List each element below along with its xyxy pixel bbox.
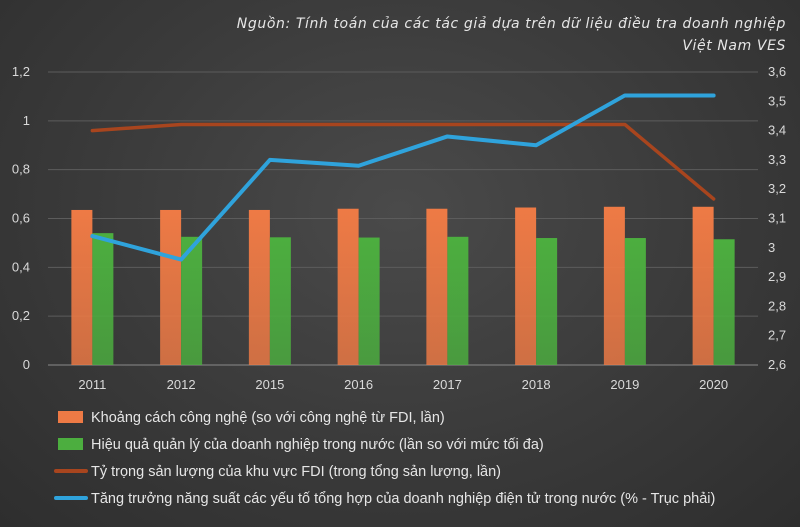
legend-swatch (58, 438, 83, 450)
bar-tech-gap-2017 (426, 208, 448, 365)
bar-mgmt-efficiency-2020 (713, 239, 735, 365)
x-tick-label: 2015 (255, 377, 284, 392)
legend-swatch (58, 411, 83, 423)
bar-tech-gap-2012 (160, 209, 182, 365)
legend-label: Tỷ trọng sản lượng của khu vực FDI (tron… (91, 464, 501, 480)
right-tick-label: 3,2 (768, 181, 786, 196)
x-tick-label: 2016 (344, 377, 373, 392)
bar-tech-gap-2016 (337, 208, 359, 365)
bar-mgmt-efficiency-2015 (269, 237, 291, 365)
left-tick-label: 1 (23, 113, 30, 128)
line-fdi-share (90, 122, 716, 201)
source-line-2: Việt Nam VES (682, 38, 786, 54)
x-tick-label: 2011 (78, 377, 106, 392)
right-tick-label: 2,8 (768, 298, 786, 313)
x-tick-label: 2018 (522, 377, 551, 392)
line-tfp-growth (90, 93, 716, 262)
x-tick-label: 2020 (699, 377, 728, 392)
right-tick-label: 3,5 (768, 93, 786, 108)
left-axis-ticks: 0 0,2 0,4 0,6 0,8 1 1,2 (12, 64, 30, 372)
bar-tech-gap-2015 (248, 209, 270, 365)
x-axis-ticks: 2011 2012 2015 2016 2017 2018 2019 2020 (78, 377, 728, 392)
right-tick-label: 2,6 (768, 357, 786, 372)
left-tick-label: 0,6 (12, 211, 30, 226)
bar-tech-gap-2020 (692, 206, 714, 365)
left-tick-label: 0 (23, 357, 30, 372)
bar-mgmt-efficiency-2017 (447, 236, 469, 365)
bar-mgmt-efficiency-2016 (358, 237, 380, 365)
bars-group (71, 206, 735, 365)
right-tick-label: 2,7 (768, 328, 786, 343)
right-axis-ticks: 2,6 2,7 2,8 2,9 3 3,1 3,2 3,3 3,4 3,5 3,6 (768, 64, 786, 372)
left-tick-label: 1,2 (12, 64, 30, 79)
left-tick-label: 0,8 (12, 162, 30, 177)
grid-lines (48, 71, 758, 366)
x-tick-label: 2019 (610, 377, 639, 392)
bar-tech-gap-2018 (515, 207, 537, 365)
bar-mgmt-efficiency-2012 (181, 236, 203, 365)
source-line-1: Nguồn: Tính toán của các tác giả dựa trê… (237, 15, 786, 32)
right-tick-label: 3,6 (768, 64, 786, 79)
legend: Khoảng cách công nghệ (so với công nghệ … (54, 410, 715, 507)
bar-mgmt-efficiency-2019 (624, 238, 646, 365)
right-tick-label: 3,3 (768, 152, 786, 167)
right-tick-label: 3,4 (768, 123, 786, 138)
bar-mgmt-efficiency-2011 (92, 233, 114, 365)
left-tick-label: 0,4 (12, 259, 30, 274)
right-tick-label: 3 (768, 240, 775, 255)
right-tick-label: 3,1 (768, 211, 786, 226)
x-tick-label: 2017 (433, 377, 462, 392)
legend-label: Tăng trưởng năng suất các yếu tố tổng hợ… (91, 491, 715, 507)
legend-label: Khoảng cách công nghệ (so với công nghệ … (91, 410, 445, 426)
x-tick-label: 2012 (167, 377, 196, 392)
right-tick-label: 2,9 (768, 269, 786, 284)
bar-tech-gap-2011 (71, 209, 93, 365)
legend-label: Hiệu quả quản lý của doanh nghiệp trong … (91, 437, 544, 453)
lines-group (90, 93, 716, 262)
left-tick-label: 0,2 (12, 308, 30, 323)
bar-tech-gap-2019 (603, 206, 625, 365)
bar-mgmt-efficiency-2018 (536, 238, 558, 365)
